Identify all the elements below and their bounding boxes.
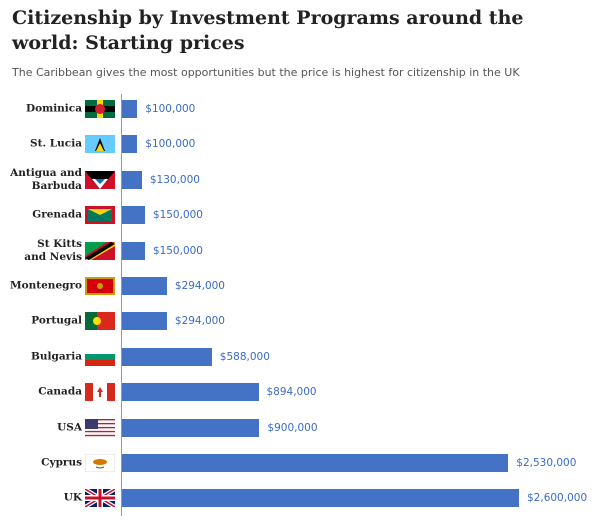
value-label: $2,530,000 [516,457,577,469]
flag-icon [85,100,115,118]
chart-subtitle: The Caribbean gives the most opportuniti… [12,66,520,79]
bar [122,418,260,437]
flag-icon [85,312,115,331]
value-label: $900,000 [267,421,318,434]
value-label: $294,000 [174,280,225,292]
value-label: $100,000 [145,103,196,115]
chart-title: Citizenship by Investment Programs aroun… [12,7,524,54]
category-label: Cyprus [41,456,82,469]
category-label: St Kitts and Nevis [24,237,82,263]
category-label: Canada [38,385,82,398]
flag-icon [85,454,115,472]
bar [122,312,167,331]
bar [122,489,519,508]
bar [122,241,145,260]
value-label: $100,000 [145,138,196,151]
bar [122,100,138,118]
axis-line [121,94,122,516]
category-label: Antigua and Barbuda [10,166,82,192]
value-label: $130,000 [149,173,200,186]
category-label: UK [63,491,82,504]
flag-icon [85,347,115,366]
category-label: Portugal [31,314,82,327]
value-label: $150,000 [152,244,203,257]
category-label: USA [57,421,82,434]
category-label: Bulgaria [31,350,82,363]
category-label: Grenada [32,208,82,221]
category-label: Dominica [25,102,82,115]
bar [122,170,142,189]
flag-icon [85,135,115,154]
flag-icon [85,383,115,402]
bar [122,347,212,366]
bar [122,383,259,402]
value-label: $294,000 [174,315,225,328]
bar [122,277,167,295]
value-label: $894,000 [266,386,317,399]
flag-icon [85,206,115,225]
value-label: $150,000 [152,209,203,222]
category-label: Montenegro [10,279,82,292]
flag-icon [85,277,115,295]
flag-icon [85,170,115,189]
flag-icon [85,418,115,436]
flag-icon [85,241,115,260]
category-label: St. Lucia [30,137,82,150]
bar [122,206,145,225]
flag-icon [85,489,115,508]
value-label: $2,600,000 [527,492,588,505]
bar [122,454,509,472]
bar [122,135,138,154]
value-label: $588,000 [219,350,270,363]
